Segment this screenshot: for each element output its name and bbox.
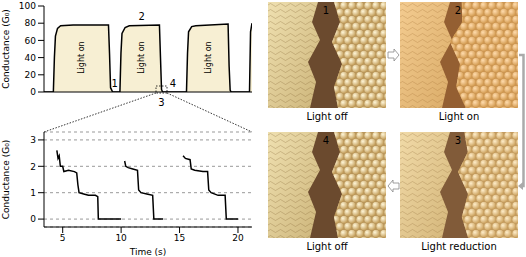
svg-text:40: 40 [25, 53, 37, 63]
svg-text:80: 80 [25, 18, 37, 28]
svg-text:Light reduction: Light reduction [421, 241, 497, 252]
svg-text:2: 2 [455, 5, 461, 16]
svg-text:3: 3 [30, 135, 36, 145]
svg-text:Conductance (G₀): Conductance (G₀) [8, 9, 11, 89]
svg-text:4: 4 [323, 135, 329, 146]
svg-text:3: 3 [455, 135, 461, 146]
svg-text:4: 4 [170, 78, 176, 89]
svg-text:Light off: Light off [306, 241, 348, 252]
svg-text:10: 10 [115, 233, 127, 243]
svg-text:5: 5 [60, 233, 66, 243]
svg-text:Light on: Light on [77, 41, 86, 73]
svg-text:1: 1 [30, 188, 36, 198]
svg-text:0: 0 [30, 87, 36, 97]
svg-text:2: 2 [30, 162, 36, 172]
svg-text:15: 15 [174, 233, 185, 243]
svg-text:Light on: Light on [137, 41, 146, 73]
svg-text:Light off: Light off [306, 111, 348, 122]
svg-text:Light on: Light on [439, 111, 480, 122]
svg-text:1: 1 [112, 78, 118, 89]
svg-text:Conductance (G₀): Conductance (G₀) [8, 140, 11, 220]
svg-text:100: 100 [19, 1, 36, 11]
svg-text:20: 20 [25, 70, 37, 80]
svg-text:1: 1 [323, 5, 329, 16]
svg-text:2: 2 [139, 11, 145, 22]
svg-text:Time (s): Time (s) [129, 247, 167, 257]
svg-text:0: 0 [30, 214, 36, 224]
svg-text:3: 3 [158, 97, 164, 108]
svg-text:60: 60 [25, 36, 37, 46]
svg-text:Light on: Light on [204, 41, 213, 73]
svg-text:20: 20 [232, 233, 244, 243]
